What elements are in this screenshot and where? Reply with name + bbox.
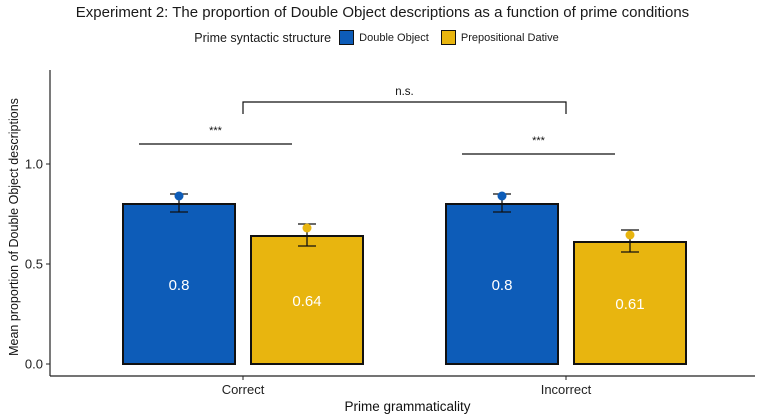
bar-prepositional-dative	[250, 235, 364, 365]
mean-point-double-object	[497, 191, 507, 201]
bar-double-object	[122, 203, 236, 365]
bar-prepositional-dative	[573, 241, 687, 365]
chart-title: Experiment 2: The proportion of Double O…	[75, 4, 690, 21]
x-tick-label: Correct	[222, 382, 265, 397]
x-tick-label: Incorrect	[541, 382, 592, 397]
legend-item-double-object: Double Object	[339, 30, 429, 45]
ns-bracket	[242, 101, 567, 114]
mean-point-prepositional-dative	[302, 223, 312, 233]
legend-label-prepositional-dative: Prepositional Dative	[460, 31, 559, 44]
legend-item-prepositional-dative: Prepositional Dative	[440, 30, 559, 45]
legend-label-double-object: Double Object	[359, 31, 429, 44]
mean-point-prepositional-dative	[625, 230, 635, 240]
legend-title: Prime syntactic structure	[194, 30, 332, 45]
ns-label: n.s.	[395, 86, 414, 98]
significance-marker: ***	[209, 125, 223, 137]
x-axis-label: Prime grammaticality	[344, 399, 470, 414]
legend: Prime syntactic structure Double Object …	[0, 30, 765, 45]
bar-double-object	[445, 203, 559, 365]
y-tick-label: 0.5	[25, 257, 43, 272]
y-axis-label: Mean proportion of Double Object descrip…	[7, 98, 21, 356]
significance-marker: ***	[532, 135, 546, 147]
bar-value-label: 0.8	[492, 277, 513, 294]
legend-swatch-prepositional-dative	[440, 30, 456, 45]
y-tick-label: 0.0	[25, 357, 43, 372]
bar-value-label: 0.64	[292, 293, 321, 310]
mean-point-double-object	[174, 191, 184, 201]
legend-swatch-double-object	[339, 30, 355, 45]
y-tick-label: 1.0	[25, 157, 43, 172]
bar-value-label: 0.61	[615, 296, 644, 313]
bar-value-label: 0.8	[169, 277, 190, 294]
